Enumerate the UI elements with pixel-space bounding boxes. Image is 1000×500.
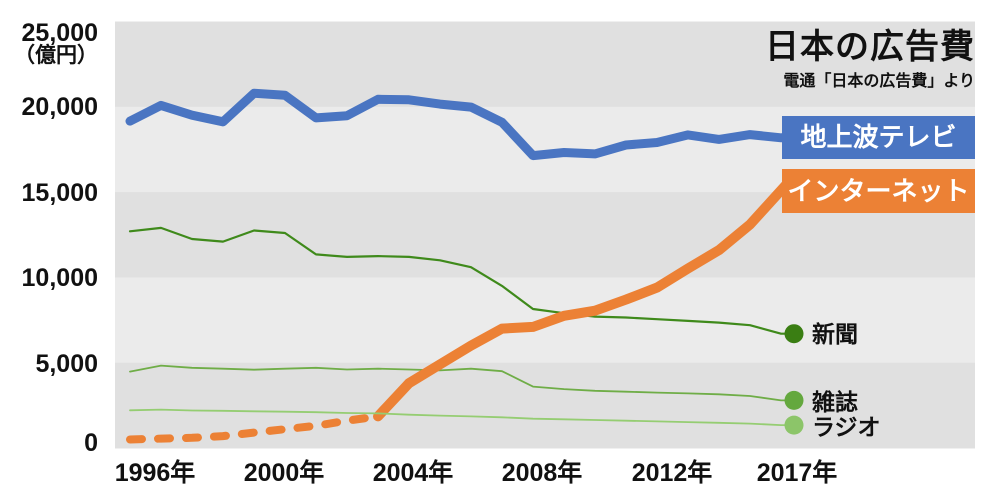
series-end-dot-newspaper (784, 324, 804, 344)
y-axis-tick: 15,000 (21, 179, 98, 207)
x-axis-tick: 2012年 (631, 459, 713, 487)
series-line-tv (125, 88, 795, 161)
y-axis-tick: 0 (84, 429, 98, 457)
y-axis-tick: 10,000 (21, 264, 98, 292)
end-label-newspaper: 新聞 (812, 321, 858, 347)
y-axis-unit-label: （億円） (14, 44, 98, 67)
x-axis-tick: 2008年 (501, 459, 583, 487)
series-line-internet (373, 175, 795, 422)
series-end-dot-magazine (784, 390, 804, 410)
x-axis-tick: 1996年 (114, 459, 196, 487)
x-axis-tick: 2004年 (372, 459, 454, 487)
end-label-magazine: 雑誌 (812, 389, 858, 415)
y-axis-tick: 25,000 (21, 19, 98, 47)
end-label-radio: ラジオ (812, 414, 881, 440)
series-line-internet-dashed (126, 412, 382, 444)
y-axis-tick: 20,000 (21, 93, 98, 121)
x-axis-tick: 2017年 (756, 459, 838, 487)
legend-internet: インターネット (782, 169, 975, 213)
chart-source-subtitle: 電通「日本の広告費」より (783, 73, 975, 90)
plot-band (115, 362, 975, 449)
chart-title: 日本の広告費 (765, 28, 975, 66)
series-line-newspaper (128, 226, 796, 335)
legend-tv: 地上波テレビ (782, 116, 975, 159)
x-axis-tick: 2000年 (243, 459, 325, 487)
series-end-dot-radio (784, 415, 804, 435)
series-line-radio (129, 408, 795, 427)
y-axis-tick: 5,000 (35, 350, 98, 378)
series-line-magazine (129, 364, 795, 402)
